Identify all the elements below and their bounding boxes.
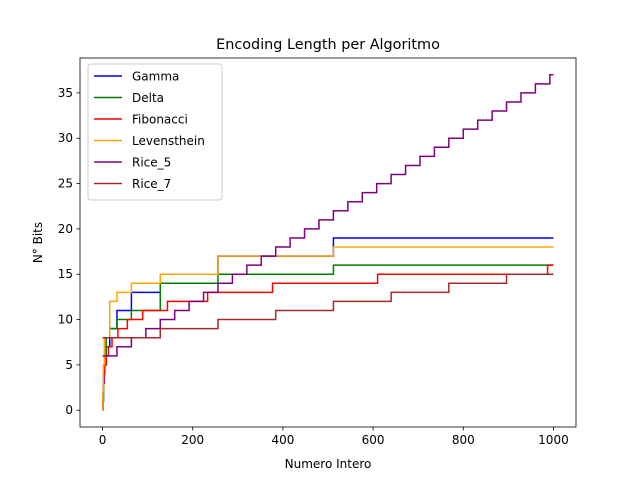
legend: Gamma Delta Fibonacci Levensthein Rice_5 Rice… <box>87 63 223 201</box>
y-tick-label: 35 <box>58 86 73 100</box>
series-line-rice-5 <box>102 74 554 357</box>
x-tick-label: 400 <box>271 433 294 447</box>
x-tick-label: 0 <box>99 433 107 447</box>
series-line-rice-7 <box>102 273 554 339</box>
legend-label-rice-5: Rice_5 <box>132 156 171 170</box>
series-layer <box>102 74 554 411</box>
y-tick-label: 20 <box>58 222 73 236</box>
y-axis-label: N° Bits <box>31 222 45 263</box>
legend-label-rice-7: Rice_7 <box>132 177 171 191</box>
x-tick-label: 200 <box>181 433 204 447</box>
x-tick-label: 600 <box>362 433 385 447</box>
x-tick-label: 800 <box>452 433 475 447</box>
x-tick-label: 1000 <box>538 433 569 447</box>
y-tick-label: 15 <box>58 267 73 281</box>
legend-label-delta: Delta <box>132 91 164 105</box>
y-axis: 0 5 10 15 20 25 30 35 <box>58 86 80 417</box>
series-line-levensthein <box>102 246 554 411</box>
legend-label-fibonacci: Fibonacci <box>132 113 188 127</box>
y-tick-label: 30 <box>58 131 73 145</box>
x-axis-label: Numero Intero <box>285 457 372 471</box>
plot-frame <box>79 57 577 428</box>
y-tick-label: 10 <box>58 313 73 327</box>
y-tick-label: 0 <box>65 403 73 417</box>
y-tick-label: 5 <box>65 358 73 372</box>
chart-title: Encoding Length per Algoritmo <box>216 37 440 53</box>
x-axis: 0 200 400 600 800 1000 <box>99 427 569 447</box>
legend-label-levensthein: Levensthein <box>132 134 205 148</box>
y-tick-label: 25 <box>58 177 73 191</box>
legend-label-gamma: Gamma <box>132 70 179 84</box>
